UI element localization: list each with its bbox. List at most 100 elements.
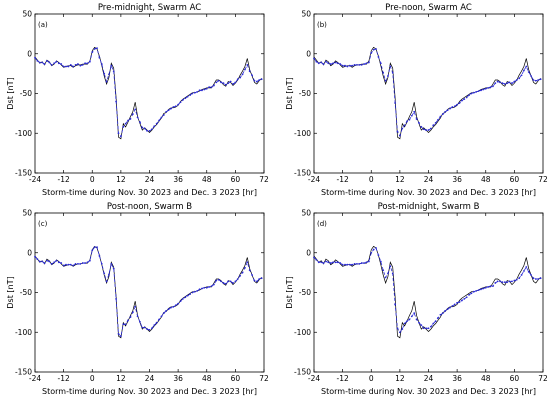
y-tick-label: -50 (299, 288, 311, 297)
data-point (229, 80, 232, 83)
data-point (62, 264, 65, 267)
x-tick-label: 60 (231, 175, 241, 184)
data-point (317, 62, 320, 65)
x-tick-label: 12 (395, 175, 405, 184)
data-point (487, 286, 490, 288)
data-point (353, 262, 356, 265)
y-tick-label: -100 (15, 328, 32, 337)
y-tick-label: -100 (294, 328, 311, 337)
data-point (444, 309, 447, 312)
series-line-1 (313, 245, 541, 339)
data-point (463, 98, 466, 100)
data-point (398, 331, 401, 334)
data-point (396, 327, 399, 330)
data-point (313, 57, 315, 60)
data-point (315, 60, 318, 63)
data-point (501, 281, 504, 284)
data-point (444, 110, 447, 113)
chart-title: Post-noon, Swarm B (107, 202, 192, 212)
data-point (38, 260, 41, 263)
data-point (480, 288, 482, 291)
data-point (77, 63, 79, 65)
data-point (501, 82, 504, 85)
data-point (453, 105, 456, 108)
data-point (244, 266, 246, 269)
chart-panel-3: Post-noon, Swarm B (c) -24 -12 0 12 24 36 48 60 72… (6, 202, 269, 396)
data-point (127, 319, 129, 322)
data-point (372, 248, 375, 251)
data-point (382, 269, 385, 272)
panel-label: (b) (317, 21, 327, 29)
data-point (98, 255, 101, 257)
data-point (148, 129, 151, 132)
data-point (334, 261, 337, 264)
data-point (489, 86, 492, 89)
data-point (425, 129, 428, 131)
data-point (251, 274, 253, 276)
chart-panel-1: Pre-midnight, Swarm AC (a) -24 -12 0 12 24 36 48… (6, 3, 269, 197)
data-point (384, 276, 387, 279)
data-point (513, 279, 516, 282)
data-point (65, 65, 67, 68)
data-point (232, 83, 234, 85)
x-tick-label: 48 (202, 374, 212, 383)
x-tick-label: 0 (369, 175, 374, 184)
x-axis-label: Storm-time during Nov. 30 2023 and Dec. … (42, 387, 257, 396)
x-tick-label: 0 (90, 175, 95, 184)
data-point (363, 262, 365, 264)
data-point (41, 61, 44, 64)
y-tick-label: 50 (301, 10, 311, 19)
data-point (408, 118, 411, 121)
data-point (468, 293, 470, 296)
data-point (394, 102, 397, 104)
data-point (258, 79, 261, 81)
data-point (124, 122, 127, 125)
data-point (100, 63, 103, 65)
data-point (334, 61, 337, 64)
data-point (377, 254, 380, 257)
data-point (401, 328, 404, 330)
data-point (410, 315, 413, 318)
x-tick-label: 72 (538, 175, 548, 184)
data-point (222, 82, 225, 85)
data-point (523, 69, 525, 72)
y-tick-label: -150 (294, 368, 311, 377)
data-point (103, 72, 106, 75)
data-point (43, 262, 46, 264)
data-point (160, 116, 163, 119)
data-point (57, 261, 60, 264)
y-tick-label: -150 (15, 368, 32, 377)
data-point (456, 103, 459, 106)
plot-area-frame (34, 212, 265, 373)
data-point (465, 96, 468, 99)
data-point (53, 62, 55, 65)
data-point (170, 107, 172, 110)
data-point (50, 63, 53, 66)
data-point (48, 61, 51, 64)
data-point (513, 80, 516, 83)
data-point (129, 118, 132, 120)
data-point (165, 110, 168, 113)
data-point (539, 277, 542, 280)
data-point (220, 81, 222, 84)
data-point (110, 262, 113, 265)
x-tick-label: 60 (510, 175, 520, 184)
series-2-points (313, 247, 542, 334)
y-tick-label: 50 (301, 209, 311, 218)
data-point (432, 322, 435, 325)
x-tick-label: 24 (424, 374, 434, 383)
data-point (313, 256, 315, 259)
data-point (198, 288, 201, 291)
data-point (379, 62, 382, 65)
data-point (34, 255, 36, 258)
data-point (499, 280, 501, 283)
data-point (260, 78, 263, 81)
data-point (115, 297, 118, 300)
data-point (406, 320, 408, 323)
data-point (222, 282, 225, 284)
data-point (511, 82, 513, 85)
panels: Pre-midnight, Swarm AC (a) -24 -12 0 12 24 36 48… (6, 3, 548, 396)
data-point (451, 106, 454, 108)
data-point (236, 78, 239, 81)
data-point (172, 106, 175, 108)
